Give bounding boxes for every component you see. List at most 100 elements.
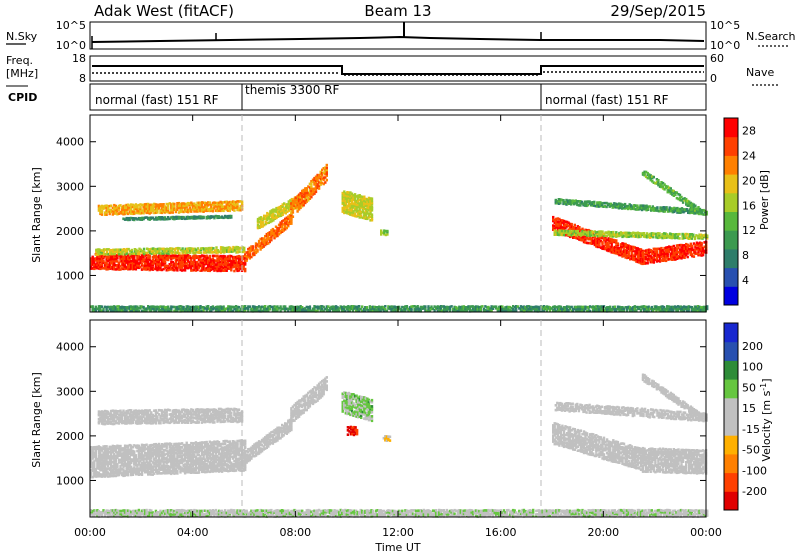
data-cell [407,309,410,313]
data-cell [180,210,184,213]
data-cell [236,305,239,309]
data-cell [575,308,578,311]
data-cell [160,308,164,312]
data-cell [211,201,215,205]
data-cell [163,309,167,312]
data-cell [355,203,358,206]
data-cell [153,259,156,263]
data-cell [448,307,452,311]
data-cell [114,207,117,210]
data-cell [93,474,96,478]
data-cell [214,268,218,272]
data-cell [150,207,153,211]
data-cell [367,203,371,206]
data-cell [553,307,556,311]
data-cell [341,195,344,199]
data-cell [418,309,421,312]
data-cell [627,231,630,235]
data-cell [666,252,669,255]
data-cell [212,247,215,250]
data-cell [207,305,210,308]
data-cell [99,209,102,212]
data-cell [156,263,159,267]
data-cell [275,215,278,218]
colorbar-tick-label: 28 [742,125,756,138]
data-cell [103,455,107,459]
data-cell [644,309,647,312]
data-cell [103,459,107,462]
data-cell [137,469,141,473]
data-cell [447,308,450,311]
data-cell [358,307,361,311]
freq-unit-label: [MHz] [6,67,38,80]
data-cell [279,307,282,310]
data-cell [247,305,250,308]
data-cell [127,457,130,461]
data-cell [137,203,141,207]
data-cell [630,232,633,235]
data-cell [352,198,355,202]
data-cell [471,305,475,308]
data-cell [687,209,690,213]
data-cell [137,455,141,459]
data-cell [701,309,704,313]
data-cell [313,187,316,190]
data-cell [369,211,372,214]
data-cell [674,207,678,210]
data-cell [605,249,609,252]
data-cell [313,192,316,195]
data-cell [596,201,599,204]
data-cell [286,206,289,210]
data-cell [113,263,116,267]
data-cell [663,254,666,258]
data-cell [139,260,142,263]
data-cell [276,226,279,230]
data-cell [140,305,144,308]
data-cell [665,206,668,209]
data-cell [455,309,458,313]
data-cell [173,252,177,255]
data-cell [581,235,584,239]
data-cell [695,209,699,213]
data-cell [137,454,141,457]
data-cell [125,210,128,213]
data-cell [693,307,697,311]
data-cell [697,252,700,255]
data-cell [346,192,349,196]
data-cell [211,265,215,269]
data-cell [188,264,191,268]
data-cell [441,309,444,312]
data-cell [610,243,613,247]
data-cell [262,305,265,309]
data-cell [191,204,194,207]
colorbar-swatch [724,211,738,231]
data-cell [225,200,228,204]
data-cell [290,203,293,207]
data-cell [264,217,267,220]
data-cell [231,204,235,208]
data-cell [364,307,367,311]
data-cell [125,458,128,462]
data-cell [103,470,107,474]
data-cell [191,208,194,211]
data-cell [148,212,151,215]
data-cell [281,225,284,228]
data-cell [680,246,683,249]
data-cell [111,206,114,210]
data-cell [384,307,387,311]
data-cell [274,232,278,235]
data-cell [222,254,225,258]
data-cell [105,204,108,207]
data-cell [305,198,308,202]
data-cell [641,232,644,235]
data-cell [585,306,589,309]
data-cell [568,224,572,227]
data-cell [150,216,153,219]
data-cell [363,205,366,209]
data-cell [108,257,111,261]
data-cell [157,203,161,207]
data-cell [160,305,164,309]
data-cell [227,246,230,249]
data-cell [162,309,165,313]
data-cell [90,463,93,466]
